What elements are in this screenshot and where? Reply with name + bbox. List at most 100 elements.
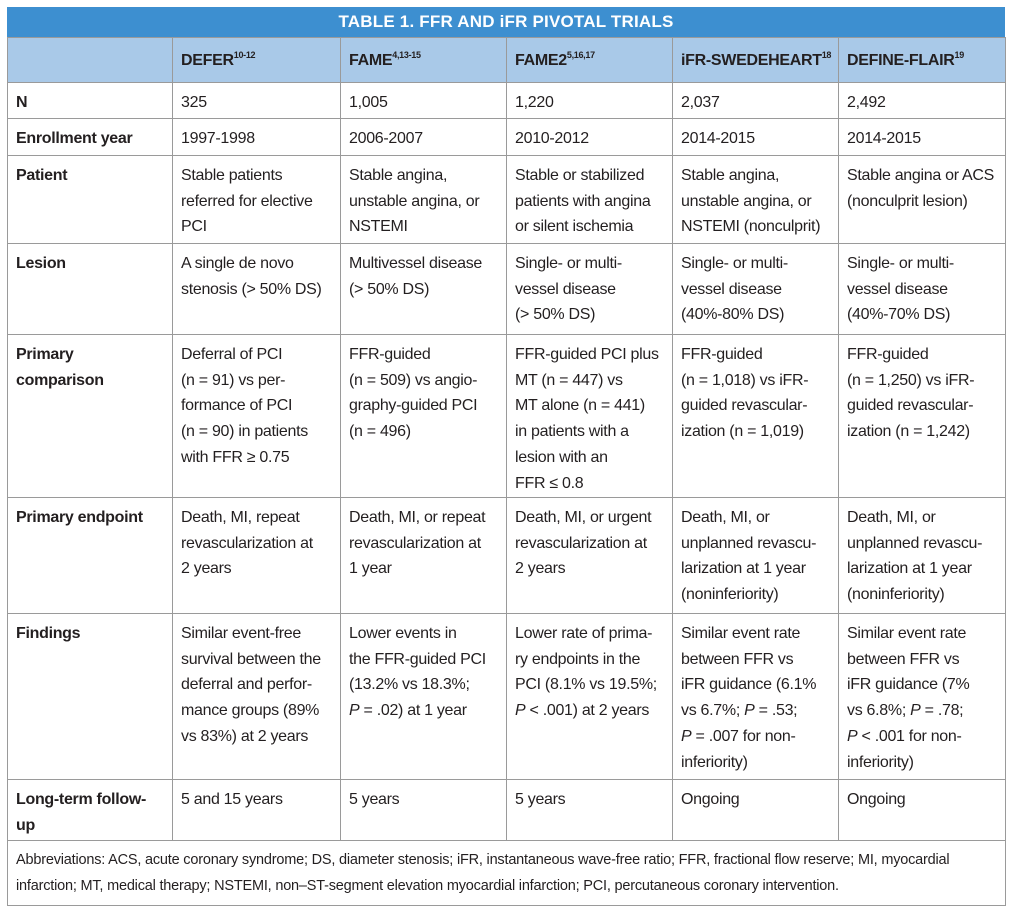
row-label: Primary endpoint	[7, 497, 173, 614]
text-line: FFR-guided	[847, 346, 929, 363]
table-cell: Stable or stabilized patients with angina…	[506, 155, 673, 244]
table-cell: FFR-guided (n = 1,250) vs iFR-guided reva…	[838, 334, 1006, 498]
text-line: iFR guidance (7%	[847, 676, 970, 694]
text-line: guided revascular-	[847, 397, 974, 415]
row-label: Patient	[7, 155, 173, 244]
text-segment: = .007 for non-	[691, 727, 796, 745]
column-refs: 18	[821, 50, 832, 60]
table-cell: A single de novo stenosis (> 50% DS)	[172, 243, 341, 335]
text-line: 2014-2015	[847, 130, 921, 147]
text-line: lesion with an	[515, 448, 608, 466]
column-refs: 4,13-15	[392, 50, 421, 60]
text-line: Similar event rate	[681, 625, 801, 642]
table: DEFER10-12 FAME4,13-15 FAME25,16,17 iFR-SWE…	[7, 37, 1006, 906]
text-line: deferral and perfor-	[181, 676, 312, 694]
table-cell: 2014-2015	[838, 118, 1006, 156]
table-cell: 2,492	[838, 82, 1006, 119]
text-line: 325	[181, 94, 207, 111]
text-line: patients with angina	[515, 192, 651, 210]
text-line: Single- or multi-	[681, 255, 788, 272]
text-segment: vs 6.8%;	[847, 702, 911, 720]
text-line: 2014-2015	[681, 130, 755, 147]
table-row: N 325 1,005 1,220 2,037 2,492	[7, 82, 1006, 119]
text-line: (n = 509) vs angio-	[349, 371, 478, 389]
table-row: Lesion A single de novo stenosis (> 50% DS…	[7, 243, 1006, 335]
text-line: PCI	[181, 218, 207, 236]
text-line: Lower events in	[349, 625, 457, 642]
text-line: with FFR ≥ 0.75	[181, 448, 290, 466]
table-cell: Stable patients referred for elective PCI	[172, 155, 341, 244]
table-cell: Stable angina, unstable angina, or NSTEMI	[340, 155, 507, 244]
table-cell: Lower rate of prima-ry endpoints in the P…	[506, 613, 673, 780]
text-line: N	[16, 94, 28, 111]
table-cell: Similar event rate between FFR vs iFR guid…	[672, 613, 839, 780]
text-line: unplanned revascu-	[681, 534, 817, 552]
text-line: FFR-guided	[681, 346, 763, 363]
table-cell: Single- or multi-vessel disease (40%-80% …	[672, 243, 839, 335]
text-line: Similar event rate	[847, 625, 967, 642]
table-cell: FFR-guided PCI plus MT (n = 447) vs MT alo…	[506, 334, 673, 498]
text-line: larization at 1 year	[847, 560, 972, 578]
table-cell: 2010-2012	[506, 118, 673, 156]
table-row: Long-term follow-up 5 and 15 years 5 years…	[7, 779, 1006, 841]
text-line: Death, MI, or	[681, 509, 770, 526]
header-row: DEFER10-12 FAME4,13-15 FAME25,16,17 iFR-SWE…	[7, 37, 1006, 83]
text-line: (nonculprit lesion)	[847, 192, 968, 210]
text-line: revascularization at	[349, 534, 481, 552]
text-segment: = .78;	[920, 702, 964, 720]
text-line: Lesion	[16, 255, 66, 272]
table-row: Primary endpoint Death, MI, repeat revascu…	[7, 497, 1006, 614]
text-line: Lower rate of prima-	[515, 625, 653, 642]
text-line: Deferral of PCI	[181, 346, 283, 363]
table-cell: Multivessel disease (> 50% DS)	[340, 243, 507, 335]
row-label: Findings	[7, 613, 173, 780]
table-cell: Death, MI, or urgent revascularization at…	[506, 497, 673, 614]
text-segment: < .001 for non-	[857, 727, 962, 745]
row-label: Enrollment year	[7, 118, 173, 156]
column-name: DEFER	[181, 52, 234, 69]
text-line: (n = 1,250) vs iFR-	[847, 371, 975, 389]
table-cell: 5 years	[340, 779, 507, 841]
column-name: FAME	[349, 52, 393, 69]
text-line: (40%-70% DS)	[847, 306, 951, 324]
text-line: NSTEMI (nonculprit)	[681, 218, 821, 236]
text-line: guided revascular-	[681, 397, 808, 415]
text-line: or silent ischemia	[515, 218, 634, 236]
text-segment: P	[910, 702, 921, 720]
text-line: larization at 1 year	[681, 560, 806, 578]
text-line: 5 and 15 years	[181, 791, 283, 808]
text-line: 2010-2012	[515, 130, 589, 147]
column-refs: 19	[954, 50, 965, 60]
text-line: (> 50% DS)	[349, 280, 430, 298]
text-line: Abbreviations: ACS, acute coronary syndr…	[16, 852, 950, 868]
table-cell: 1,220	[506, 82, 673, 119]
text-line: (40%-80% DS)	[681, 306, 785, 324]
text-segment: P	[515, 702, 526, 720]
table-figure: TABLE 1. FFR AND iFR PIVOTAL TRIALS DEFE…	[7, 7, 1006, 906]
text-line: inferiority)	[681, 753, 748, 771]
text-line: vs 83%) at 2 years	[181, 727, 309, 745]
text-line: Stable angina,	[681, 167, 780, 184]
text-line: Primary	[16, 346, 74, 363]
text-line: (n = 91) vs per-	[181, 371, 286, 389]
table-cell: Stable angina or ACS (nonculprit lesion)	[838, 155, 1006, 244]
table-cell: Similar event rate between FFR vs iFR guid…	[838, 613, 1006, 780]
text-line: formance of PCI	[181, 397, 293, 415]
text-segment: P	[349, 702, 360, 720]
text-line: FFR ≤ 0.8	[515, 474, 584, 492]
column-refs: 5,16,17	[566, 50, 595, 60]
table-cell: 1997-1998	[172, 118, 341, 156]
text-line: unstable angina, or	[681, 192, 812, 210]
text-line: MT (n = 447) vs	[515, 371, 623, 389]
text-line: PCI (8.1% vs 19.5%;	[515, 676, 657, 694]
text-line: graphy-guided PCI	[349, 397, 478, 415]
header-cell: iFR-SWEDEHEART18	[672, 37, 839, 83]
table-cell: 2014-2015	[672, 118, 839, 156]
text-line: 5 years	[515, 791, 566, 808]
text-segment: = .53;	[754, 702, 798, 720]
text-line: Patient	[16, 167, 68, 184]
text-line: Multivessel disease	[349, 255, 483, 272]
text-line: (n = 1,018) vs iFR-	[681, 371, 809, 389]
text-line: the FFR-guided PCI	[349, 650, 486, 668]
text-line: 1997-1998	[181, 130, 255, 147]
